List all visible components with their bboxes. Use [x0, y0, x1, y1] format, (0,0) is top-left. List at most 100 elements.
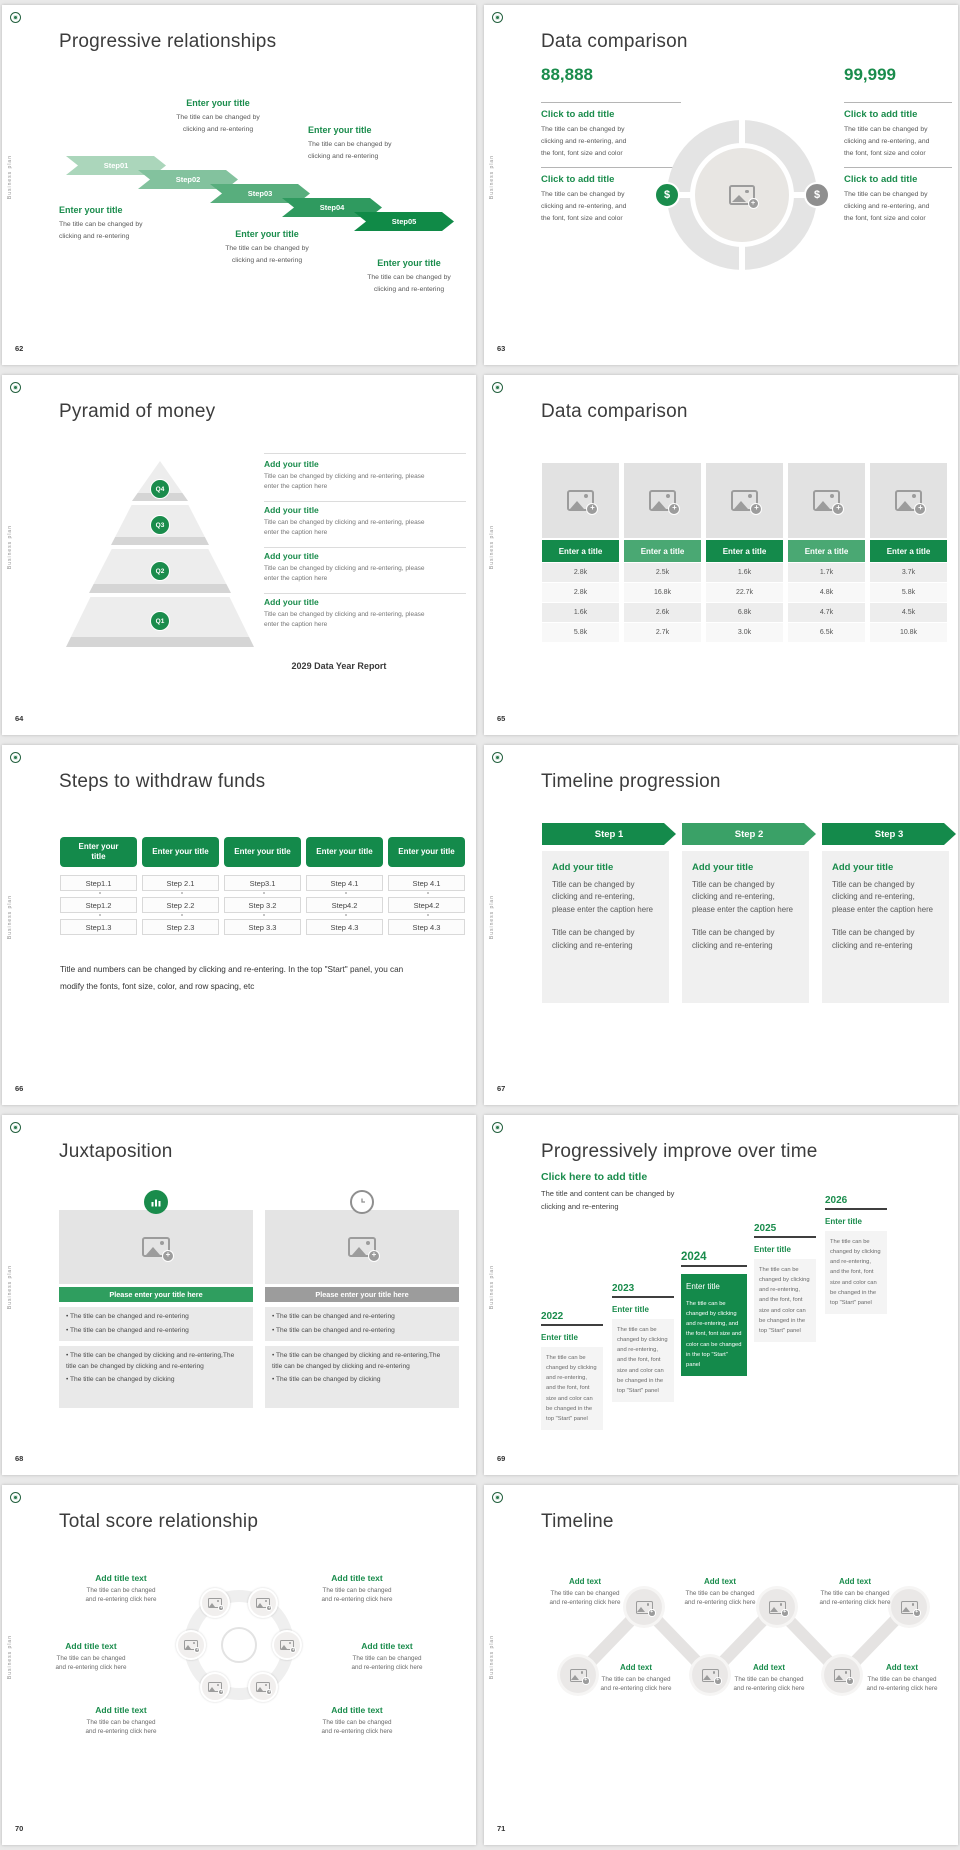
image-placeholder-icon — [207, 1597, 225, 1611]
table-cell: 4.8k — [788, 583, 865, 602]
timeline-node — [759, 1589, 795, 1625]
card-banner-gray: Please enter your title here — [265, 1287, 459, 1302]
slide-title: Total score relationship — [59, 1511, 259, 1532]
slide-70-thumbnail[interactable]: Business plan Total score relationship A… — [2, 1485, 476, 1845]
timeline-node — [692, 1657, 728, 1693]
table-cell: 3.7k — [870, 563, 947, 582]
slide-title: Pyramid of money — [59, 401, 216, 422]
score-item-bottom-left: Add title text The title can be changed … — [85, 1705, 157, 1736]
step-box: Step 2.3 — [142, 919, 219, 935]
flower-petal — [200, 1672, 230, 1702]
step-ribbon-1: Step 1 — [542, 823, 676, 845]
money-badge-icon: $ — [654, 182, 680, 208]
step-box: Step1.2 — [60, 897, 137, 916]
brand-emblem-icon — [10, 1122, 21, 1133]
timeline-item-bottom-3: Add text The title can be changed and re… — [866, 1663, 938, 1693]
step-box: Step 4.3 — [306, 919, 383, 935]
image-placeholder-icon — [183, 1639, 201, 1653]
year-column-2022: 2022 Enter title The title can be change… — [541, 1311, 603, 1430]
vertical-brand-label: Business plan — [7, 1265, 13, 1310]
table-cell: 6.8k — [706, 603, 783, 622]
pyramid-node-q4: Q4 — [150, 479, 170, 499]
text-block-top-right: Enter your title The title can be change… — [308, 125, 392, 161]
divider — [264, 593, 466, 594]
step-label: Step02 — [175, 175, 201, 184]
pyramid-node-q2: Q2 — [150, 561, 170, 581]
step-ribbon-2: Step 2 — [682, 823, 816, 845]
slide-65-thumbnail[interactable]: Business plan Data comparison Enter a ti… — [484, 375, 958, 735]
flower-petal — [248, 1672, 278, 1702]
slide-67-thumbnail[interactable]: Business plan Timeline progression Step … — [484, 745, 958, 1105]
slide-number: 64 — [15, 714, 24, 723]
table-cell: 2.5k — [624, 563, 701, 582]
step-column-2: Enter your title Step 2.1 Step 2.2 Step … — [142, 837, 219, 941]
slide-63-thumbnail[interactable]: Business plan Data comparison 88,888 Cli… — [484, 5, 958, 365]
score-item-mid-right: Add title text The title can be changed … — [351, 1641, 423, 1672]
image-placeholder — [624, 463, 701, 538]
timeline-node — [891, 1589, 927, 1625]
table-cell: 2.8k — [542, 563, 619, 582]
timeline-item-top-3: Add text The title can be changed and re… — [819, 1577, 891, 1607]
slide-66-thumbnail[interactable]: Business plan Steps to withdraw funds En… — [2, 745, 476, 1105]
lead-line: The title and content can be changed by — [541, 1189, 675, 1198]
image-placeholder-icon — [635, 1600, 656, 1617]
step-ribbon-3: Step 3 — [822, 823, 956, 845]
score-item-mid-left: Add title text The title can be changed … — [55, 1641, 127, 1672]
slide-title: Juxtaposition — [59, 1141, 173, 1162]
table-column: Enter a title 1.6k 22.7k 6.8k 3.0k — [706, 463, 783, 643]
table-cell: 3.0k — [706, 623, 783, 642]
table-column: Enter a title 2.8k 2.8k 1.6k 5.8k — [542, 463, 619, 643]
slide-64-thumbnail[interactable]: Business plan Pyramid of money Q4 Q3 Q2 … — [2, 375, 476, 735]
slide-62-thumbnail[interactable]: Business plan Progressive relationships … — [2, 5, 476, 365]
image-placeholder-icon — [566, 490, 599, 516]
donut-image-placeholder: $ $ — [654, 120, 830, 270]
title-button: Enter your title — [142, 837, 219, 867]
slide-number: 65 — [497, 714, 506, 723]
text-block-bottom-left: Enter your title The title can be change… — [59, 205, 143, 241]
table-cell: 10.8k — [870, 623, 947, 642]
timeline-item-top-1: Add text The title can be changed and re… — [549, 1577, 621, 1607]
image-placeholder-icon — [255, 1681, 273, 1695]
slide-68-thumbnail[interactable]: Business plan Juxtaposition Please enter… — [2, 1115, 476, 1475]
text-block-bottom-right: Enter your title The title can be change… — [367, 258, 451, 294]
text-block-top-mid: Enter your title The title can be change… — [176, 98, 260, 134]
step-label: Step03 — [247, 189, 273, 198]
column-header: Enter a title — [870, 540, 947, 562]
step-box: Step 3.3 — [224, 919, 301, 935]
column-header: Enter a title — [706, 540, 783, 562]
instruction-note: Title and numbers can be changed by clic… — [60, 965, 404, 992]
table-column: Enter a title 1.7k 4.8k 4.7k 6.5k — [788, 463, 865, 643]
stat-value-left: 88,888 — [541, 65, 593, 84]
slide-title: Timeline progression — [541, 771, 721, 792]
image-placeholder — [870, 463, 947, 538]
flower-core — [221, 1627, 257, 1663]
step-label: Step05 — [391, 217, 417, 226]
step-column-3: Enter your title Step3.1 Step 3.2 Step 3… — [224, 837, 301, 941]
title-button: Enter your title — [306, 837, 383, 867]
divider — [264, 453, 466, 454]
score-item-top-right: Add title text The title can be changed … — [321, 1573, 393, 1604]
table-cell: 4.5k — [870, 603, 947, 622]
pyramid-caption-item: Add your title Title can be changed by c… — [264, 597, 425, 629]
year-column-2023: 2023 Enter title The title can be change… — [612, 1283, 674, 1402]
divider — [844, 102, 952, 103]
title-button: Enter your title — [224, 837, 301, 867]
image-placeholder-icon — [894, 490, 927, 516]
image-placeholder-icon — [729, 185, 759, 209]
pyramid-node-q3: Q3 — [150, 515, 170, 535]
slide-69-thumbnail[interactable]: Business plan Progressively improve over… — [484, 1115, 958, 1475]
pyramid-caption-item: Add your title Title can be changed by c… — [264, 505, 425, 537]
flower-petal — [272, 1630, 302, 1660]
table-cell: 2.6k — [624, 603, 701, 622]
score-item-top-left: Add title text The title can be changed … — [85, 1573, 157, 1604]
slide-number: 70 — [15, 1824, 24, 1833]
caption-section: Click to add title The title can be chan… — [844, 109, 930, 158]
bullet-box: The title can be changed by clicking and… — [265, 1346, 459, 1408]
timeline-item-bottom-1: Add text The title can be changed and re… — [600, 1663, 672, 1693]
slide-number: 71 — [497, 1824, 506, 1833]
pyramid-node-q1: Q1 — [150, 611, 170, 631]
vertical-brand-label: Business plan — [489, 895, 495, 940]
caption-section: Click to add title The title can be chan… — [844, 174, 930, 223]
flower-petal — [200, 1588, 230, 1618]
slide-71-thumbnail[interactable]: Business plan Timeline Add text The titl… — [484, 1485, 958, 1845]
